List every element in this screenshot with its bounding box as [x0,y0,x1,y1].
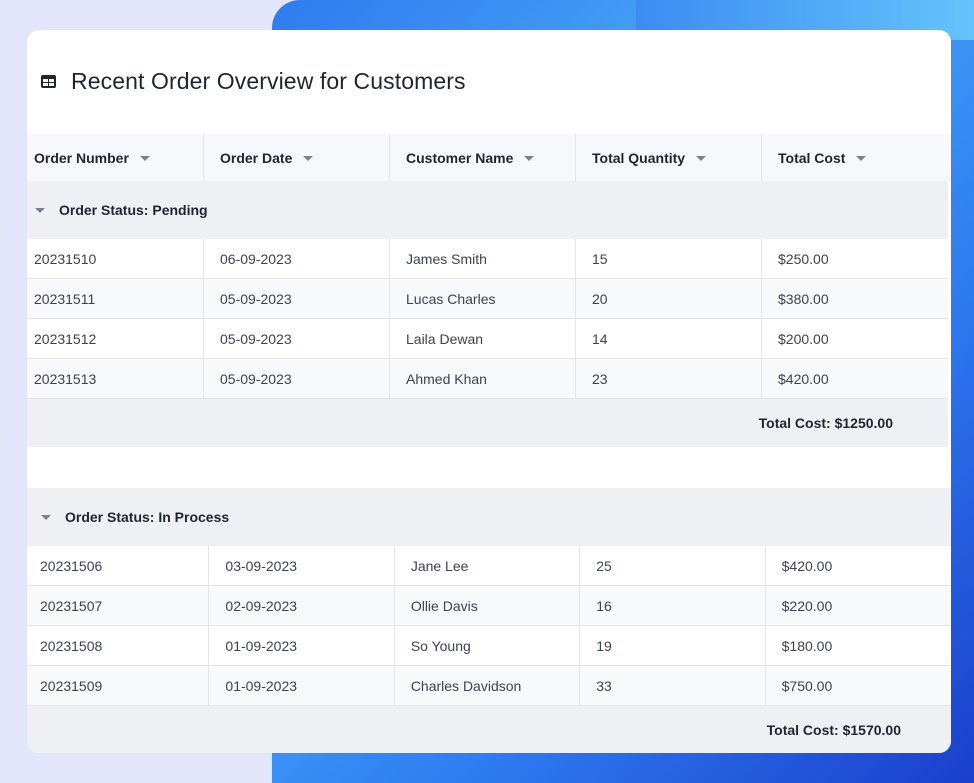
table-row[interactable]: 20231506 03-09-2023 Jane Lee 25 $420.00 [27,546,951,586]
table-cell: $420.00 [781,558,833,574]
group-label: Order Status: In Process [65,509,230,525]
sort-caret-icon[interactable] [139,155,150,161]
table-row[interactable]: 20231510 06-09-2023 James Smith 15 $250.00 [27,239,948,279]
sort-caret-icon[interactable] [696,155,707,161]
table-cell: 20231513 [27,359,204,399]
page-title: Recent Order Overview for Customers [71,68,466,94]
table-cell: 05-09-2023 [204,359,390,399]
table-cell: 20231508 [27,626,210,666]
table-cell: Laila Dewan [390,319,576,359]
group-total-row: Total Cost: $1570.00 [27,706,951,753]
table-cell: 05-09-2023 [204,279,390,319]
table-row[interactable]: 20231508 01-09-2023 So Young 19 $180.00 [27,626,951,666]
table-cell: 20231512 [27,319,204,359]
table-cell: Ollie Davis [395,586,581,626]
table-cell: $250.00 [778,251,829,267]
table-cell: Ahmed Khan [390,359,576,399]
table-cell: 06-09-2023 [204,239,390,279]
group-total-cost: Total Cost: $1250.00 [758,415,893,431]
table-cell: 23 [576,359,762,399]
table-row[interactable]: 20231507 02-09-2023 Ollie Davis 16 $220.00 [27,586,951,626]
group-header[interactable]: Order Status: In Process [27,488,951,546]
table-cell: Lucas Charles [390,279,576,319]
table-cell: 33 [580,666,766,706]
table-cell: 03-09-2023 [209,546,395,586]
sort-caret-icon[interactable] [303,155,314,161]
table-cell: $180.00 [781,638,833,654]
table-row[interactable]: 20231511 05-09-2023 Lucas Charles 20 $380.00 [27,279,948,319]
column-header-label: Order Date [220,149,293,166]
table-cell: 20231506 [27,546,210,586]
table-cell: 05-09-2023 [204,319,390,359]
table-cell: 25 [580,546,766,586]
collapse-caret-icon[interactable] [35,207,45,213]
table-cell: Charles Davidson [395,666,581,706]
table-cell: James Smith [390,239,576,279]
table-cell: $200.00 [778,331,829,347]
column-header-label: Total Cost [778,149,846,166]
column-header-label: Order Number [34,149,129,166]
table-cell: So Young [395,626,581,666]
sort-caret-icon[interactable] [856,155,867,161]
table-cell: 20 [576,279,762,319]
table-cell: $380.00 [778,291,829,307]
group-header[interactable]: Order Status: Pending [27,181,948,239]
column-header-total-quantity[interactable]: Total Quantity [576,134,762,181]
column-header-label: Total Quantity [592,149,686,166]
table-cell: Jane Lee [395,546,581,586]
column-header-label: Customer Name [406,149,514,166]
table-cell: 01-09-2023 [209,626,395,666]
group-total-cost: Total Cost: $1570.00 [766,722,901,738]
data-table-card: Recent Order Overview for Customers Orde… [27,30,951,753]
table-cell: 15 [576,239,762,279]
table-cell: $420.00 [778,371,829,387]
column-header-total-cost[interactable]: Total Cost [762,134,948,181]
sort-caret-icon[interactable] [524,155,535,161]
table-row[interactable]: 20231513 05-09-2023 Ahmed Khan 23 $420.00 [27,359,948,399]
column-header-order-date[interactable]: Order Date [204,134,390,181]
collapse-caret-icon[interactable] [41,514,51,520]
table-cell: 20231510 [27,239,204,279]
table-cell: 14 [576,319,762,359]
table-row[interactable]: 20231509 01-09-2023 Charles Davidson 33 $750… [27,666,951,706]
table-cell: $220.00 [781,598,833,614]
table-row[interactable]: 20231512 05-09-2023 Laila Dewan 14 $200.00 [27,319,948,359]
group-total-row: Total Cost: $1250.00 [27,399,948,447]
table-cell: 02-09-2023 [209,586,395,626]
column-header-order-number[interactable]: Order Number [27,134,204,181]
group-label: Order Status: Pending [59,202,208,218]
table-cell: 20231507 [27,586,210,626]
table-cell: 16 [580,586,766,626]
table-cell: 19 [580,626,766,666]
table-cell: $750.00 [781,678,833,694]
table-cell: 01-09-2023 [209,666,395,706]
table-header-row: Order Number Order Date Customer Name To… [27,134,951,181]
table-title-bar: Recent Order Overview for Customers [27,30,951,134]
table-cell: 20231509 [27,666,210,706]
column-header-customer-name[interactable]: Customer Name [390,134,576,181]
table-cell: 20231511 [27,279,204,319]
table-icon [41,75,56,88]
